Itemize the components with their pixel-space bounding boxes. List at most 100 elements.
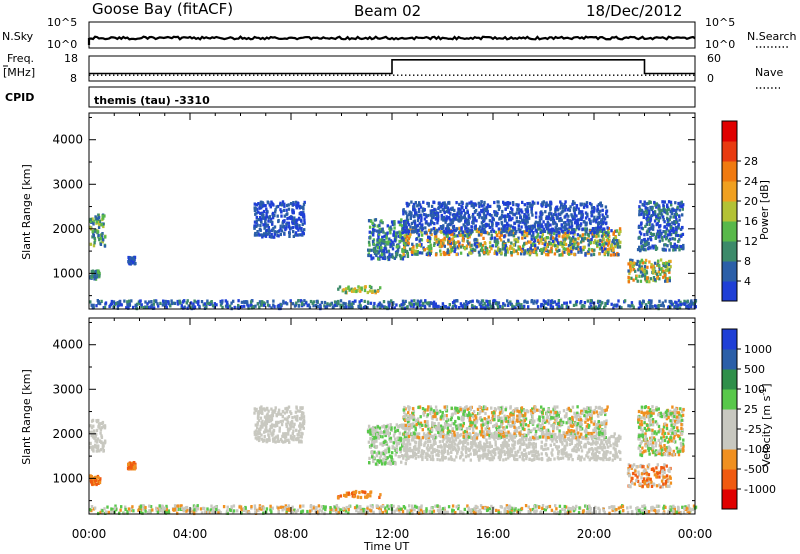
scatter-cell xyxy=(272,299,275,303)
scatter-cell xyxy=(132,260,135,264)
scatter-cell xyxy=(302,421,305,425)
scatter-cell xyxy=(610,302,613,306)
scatter-cell xyxy=(596,215,599,219)
scatter-cell xyxy=(432,304,435,308)
scatter-cell xyxy=(370,219,373,223)
scatter-cell xyxy=(104,235,107,239)
scatter-cell xyxy=(512,510,515,515)
scatter-cell xyxy=(417,229,420,233)
scatter-cell xyxy=(530,237,533,241)
scatter-cell xyxy=(426,251,429,255)
scatter-cell xyxy=(489,511,492,515)
scatter-cell xyxy=(221,305,224,309)
scatter-cell xyxy=(177,507,180,511)
scatter-cell xyxy=(681,225,684,230)
scatter-cell xyxy=(275,420,278,424)
scatter-cell xyxy=(94,217,98,221)
scatter-cell xyxy=(401,299,405,303)
scatter-cell xyxy=(686,304,689,308)
scatter-cell xyxy=(259,200,263,204)
scatter-cell xyxy=(579,248,583,252)
scatter-cell xyxy=(604,303,607,308)
scatter-cell xyxy=(262,204,265,208)
scatter-cell xyxy=(602,216,605,220)
scatter-cell xyxy=(455,505,458,509)
scatter-cell xyxy=(324,505,327,509)
scatter-cell xyxy=(547,203,550,207)
scatter-cell xyxy=(405,216,409,220)
scatter-cell xyxy=(507,223,510,227)
scatter-cell xyxy=(442,218,445,222)
scatter-cell xyxy=(245,509,248,513)
scatter-cell xyxy=(483,200,486,205)
scatter-cell xyxy=(240,300,244,304)
scatter-cell xyxy=(382,460,385,464)
scatter-cell xyxy=(393,306,396,310)
scatter-cell xyxy=(404,238,408,242)
scatter-cell xyxy=(243,300,246,304)
scatter-cell xyxy=(481,244,484,248)
scatter-cell xyxy=(273,305,276,309)
scatter-cell xyxy=(529,240,532,244)
scatter-cell xyxy=(544,241,547,245)
scatter-cell xyxy=(509,245,512,249)
scatter-cell xyxy=(515,238,518,242)
scatter-cell xyxy=(146,302,149,306)
scatter-cell xyxy=(523,300,526,304)
scatter-cell xyxy=(519,247,523,251)
scatter-cell xyxy=(97,300,100,304)
scatter-cell xyxy=(526,248,530,252)
scatter-cell xyxy=(413,219,417,223)
scatter-cell xyxy=(97,481,100,485)
scatter-cell xyxy=(477,201,480,205)
scatter-cell xyxy=(372,233,375,237)
scatter-cell xyxy=(139,505,143,509)
scatter-cell xyxy=(433,306,436,310)
scatter-cell xyxy=(558,253,561,257)
scatter-cell xyxy=(555,302,558,306)
scatter-cell xyxy=(268,429,272,433)
scatter-cell xyxy=(551,243,555,247)
scatter-cell xyxy=(481,204,484,208)
scatter-cell xyxy=(481,299,485,303)
scatter-cell xyxy=(490,504,493,508)
scatter-cell xyxy=(573,217,576,221)
scatter-cell xyxy=(419,238,422,242)
scatter-cell xyxy=(357,510,360,514)
scatter-cell xyxy=(366,300,370,304)
scatter-cell xyxy=(413,508,416,512)
scatter-cell xyxy=(179,504,182,508)
scatter-cell xyxy=(360,306,363,310)
scatter-cell xyxy=(670,203,673,207)
scatter-cell xyxy=(434,253,438,257)
scatter-cell xyxy=(550,212,553,216)
scatter-cell xyxy=(581,233,585,237)
scatter-cell xyxy=(125,306,128,310)
scatter-cell xyxy=(268,436,271,440)
scatter-cell xyxy=(659,267,663,271)
scatter-cell xyxy=(414,201,417,205)
scatter-cell xyxy=(491,223,494,227)
scatter-cell xyxy=(587,249,590,254)
scatter-cell xyxy=(447,240,450,244)
scatter-cell xyxy=(605,242,608,246)
scatter-cell xyxy=(403,248,407,252)
scatter-cell xyxy=(442,201,445,205)
scatter-cell xyxy=(525,228,528,232)
scatter-cell xyxy=(186,508,189,512)
scatter-cell xyxy=(420,251,424,255)
scatter-cell xyxy=(643,237,646,242)
scatter-cell xyxy=(568,231,571,235)
scatter-cell xyxy=(295,428,298,432)
scatter-cell xyxy=(655,202,658,206)
scatter-cell xyxy=(575,219,578,223)
scatter-cell xyxy=(517,227,520,231)
scatter-cell xyxy=(108,304,111,309)
scatter-cell xyxy=(433,212,437,216)
scatter-cell xyxy=(432,509,436,513)
scatter-cell xyxy=(597,225,600,229)
scatter-cell xyxy=(393,226,396,230)
scatter-cell xyxy=(193,508,196,512)
scatter-cell xyxy=(659,272,662,277)
scatter-cell xyxy=(525,230,529,235)
